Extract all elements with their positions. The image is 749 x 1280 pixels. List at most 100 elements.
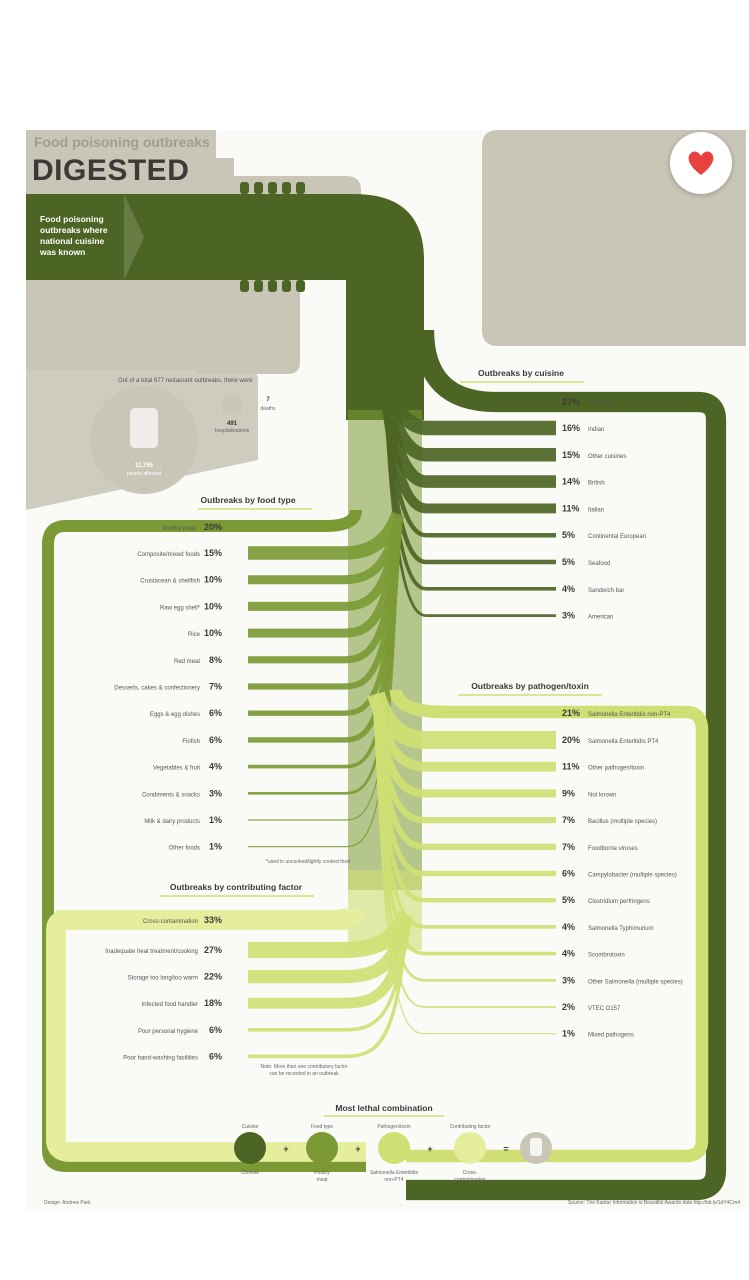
stats-panel: [26, 280, 300, 374]
bar-label: Infected food handler: [142, 1002, 198, 1008]
bar-value: 16%: [562, 423, 580, 433]
bar-value: 4%: [562, 949, 575, 959]
lethal-value: Salmonella Enteritidis: [370, 1170, 419, 1176]
bar-label: Salmonella Enteritidis PT4: [588, 739, 659, 745]
bar-label: Other cuisines: [588, 454, 626, 460]
notch-bottom: [296, 280, 305, 292]
title-line1: Food poisoning outbreaks: [34, 134, 210, 150]
bar-value: 6%: [562, 869, 575, 879]
bar-label: Milk & dairy products: [144, 819, 200, 825]
flow-band: [389, 689, 709, 1163]
bar-label: Poor hand-washing facilities: [123, 1055, 198, 1061]
bar-label: Vegetables & fruit: [153, 766, 200, 772]
flow-band: [406, 329, 727, 1201]
affected-value: 11,795: [135, 463, 154, 469]
stats-lead: Out of a total 677 restaurant outbreaks,…: [118, 378, 253, 384]
deaths-label: deaths: [260, 406, 276, 412]
bar-label: Raw egg shell*: [160, 605, 201, 611]
lethal-icon: [454, 1132, 486, 1164]
bar-label: Cross-contamination: [143, 919, 198, 925]
flow-band: [384, 411, 556, 617]
notch-top: [268, 182, 277, 194]
toilet-icon: [130, 408, 158, 448]
lethal-heading: Pathogen/toxin: [377, 1124, 411, 1130]
favorite-button[interactable]: [670, 132, 732, 194]
food-type-heading: Outbreaks by food type: [201, 495, 296, 505]
bar-label: VTEC O157: [588, 1006, 621, 1012]
bar-value: 11%: [562, 762, 580, 772]
bar-value: 33%: [204, 915, 222, 925]
bar-label: Seafood: [588, 561, 610, 567]
hospital-icon: [221, 394, 243, 416]
bar-value: 2%: [562, 1002, 575, 1012]
flow-band: [248, 929, 408, 1059]
flow-band: [46, 906, 366, 1162]
bar-label: Poultry meat: [162, 526, 196, 532]
bar-value: 27%: [204, 945, 222, 955]
flow-band: [375, 737, 556, 1035]
title-line2: DIGESTED: [32, 154, 189, 187]
lethal-heading: Cuisine: [242, 1124, 259, 1130]
lethal-heading: Food type: [311, 1124, 333, 1130]
flow-band: [42, 509, 366, 1172]
bar-label: Continental European: [588, 534, 646, 540]
factor-note: Note: More than one contributory factor: [261, 1064, 348, 1070]
bar-value: 20%: [562, 735, 580, 745]
bar-label: Italian: [588, 507, 604, 513]
bar-value: 7%: [562, 815, 575, 825]
intro-banner: [26, 194, 424, 340]
bar-value: 5%: [562, 895, 575, 905]
plus-sign: +: [283, 1144, 288, 1154]
bar-label: Condiments & snacks: [142, 792, 200, 798]
bar-value: 10%: [204, 575, 222, 585]
bar-label: Campylobacter (multiple species): [588, 873, 677, 879]
bar-value: 1%: [562, 1029, 575, 1039]
bar-value: 6%: [209, 735, 222, 745]
bar-label: Crustacean & shellfish: [140, 579, 200, 585]
lethal-heading: Contributing factor: [450, 1124, 491, 1130]
bar-value: 20%: [204, 522, 222, 532]
lethal-value: contamination: [454, 1177, 485, 1183]
bar-label: Scombrotoxin: [588, 953, 625, 959]
lethal-value: Cross-: [463, 1170, 478, 1176]
bar-value: 27%: [562, 397, 580, 407]
pathogen-heading: Outbreaks by pathogen/toxin: [471, 681, 589, 691]
bar-label: Salmonella Enteritidis non-PT4: [588, 712, 671, 718]
bar-value: 4%: [209, 762, 222, 772]
bar-label: Other Salmonella (multiple species): [588, 979, 683, 985]
bar-value: 3%: [209, 788, 222, 798]
bar-value: 4%: [562, 922, 575, 932]
notch-top: [240, 182, 249, 194]
footer-source: Source: The Kantar Information is Beauti…: [568, 1200, 740, 1206]
bar-label: Finfish: [182, 739, 200, 745]
bar-label: Desserts, cakes & confectionery: [114, 686, 200, 692]
lethal-value: non-PT4: [384, 1177, 403, 1183]
affected-label: people affected: [127, 471, 161, 477]
intro-line: outbreaks where: [40, 225, 108, 235]
bar-value: 10%: [204, 628, 222, 638]
plus-sign: +: [355, 1144, 360, 1154]
bar-label: American: [588, 615, 613, 621]
heart-icon: [688, 151, 714, 175]
bar-value: 22%: [204, 972, 222, 982]
bar-value: 4%: [562, 584, 575, 594]
hospitalisations-label: hospitalisations: [215, 428, 250, 434]
header-panel: [26, 130, 361, 200]
bar-value: 6%: [209, 708, 222, 718]
bar-value: 14%: [562, 477, 580, 487]
bar-value: 15%: [204, 548, 222, 558]
notch-bottom: [254, 280, 263, 292]
lethal-value: Poultry: [314, 1170, 330, 1176]
intro-line: national cuisine: [40, 236, 105, 246]
flow-band: [248, 549, 400, 795]
lethal-icon: [234, 1132, 266, 1164]
bar-label: Red meat: [174, 659, 200, 665]
footer-credit: Design: Andrew Park: [44, 1200, 91, 1206]
bar-label: Salmonella Typhimurium: [588, 926, 654, 932]
notch-bottom: [240, 280, 249, 292]
intro-line: was known: [39, 247, 85, 257]
lethal-icon: [378, 1132, 410, 1164]
notch-top: [296, 182, 305, 194]
bar-value: 3%: [562, 611, 575, 621]
bar-value: 7%: [562, 842, 575, 852]
